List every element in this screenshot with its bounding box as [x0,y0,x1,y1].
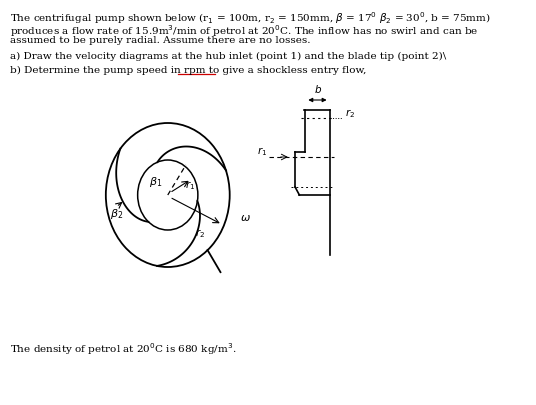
Text: $r_1$: $r_1$ [257,145,267,158]
Text: $r_2$: $r_2$ [196,227,205,240]
Text: a) Draw the velocity diagrams at the hub inlet (point 1) and the blade tip (poin: a) Draw the velocity diagrams at the hub… [10,52,450,61]
Text: The centrifugal pump shown below (r$_1$ = 100m, r$_2$ = 150mm, $\beta$ = 17$^0$ : The centrifugal pump shown below (r$_1$ … [10,10,492,26]
Text: $\beta_2$: $\beta_2$ [109,207,123,220]
Text: produces a flow rate of 15.9m$^3$/min of petrol at 20$^0$C. The inflow has no sw: produces a flow rate of 15.9m$^3$/min of… [10,23,479,39]
Text: b) Determine the pump speed in rpm to give a shockless entry flow,: b) Determine the pump speed in rpm to gi… [10,66,367,75]
Text: $\beta_1$: $\beta_1$ [149,175,162,189]
Text: b: b [314,85,321,95]
Text: $r_2$: $r_2$ [345,107,355,120]
Text: The density of petrol at 20$^0$C is 680 kg/m$^3$.: The density of petrol at 20$^0$C is 680 … [10,340,237,356]
Text: $\omega$: $\omega$ [240,213,251,222]
Text: $r_1$: $r_1$ [185,179,195,192]
Text: assumed to be purely radial. Assume there are no losses.: assumed to be purely radial. Assume ther… [10,36,311,45]
